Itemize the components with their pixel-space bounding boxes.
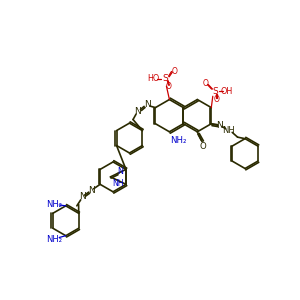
Text: O: O: [200, 142, 207, 151]
Text: NH: NH: [222, 126, 235, 135]
Text: N: N: [117, 167, 123, 176]
Text: S: S: [162, 74, 168, 83]
Text: OH: OH: [220, 87, 232, 96]
Text: NH: NH: [112, 179, 124, 188]
Text: O: O: [166, 82, 172, 91]
Text: N: N: [216, 121, 223, 130]
Text: O: O: [213, 95, 219, 104]
Text: NH₂: NH₂: [46, 200, 62, 209]
Text: HO: HO: [148, 74, 160, 83]
Text: N: N: [134, 107, 141, 116]
Text: N: N: [88, 186, 94, 195]
Text: O: O: [172, 67, 178, 76]
Text: NH₂: NH₂: [169, 136, 186, 145]
Text: S: S: [212, 87, 218, 96]
Text: NH₂: NH₂: [46, 235, 62, 244]
Text: N: N: [79, 192, 86, 201]
Text: N: N: [144, 100, 151, 109]
Text: O: O: [203, 79, 209, 88]
